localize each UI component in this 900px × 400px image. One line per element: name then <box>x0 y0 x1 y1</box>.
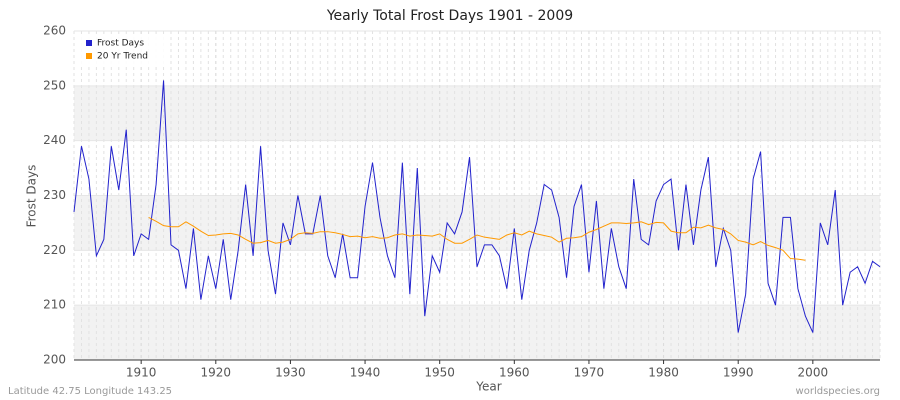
y-tick-label: 240 <box>43 133 66 147</box>
y-tick-label: 250 <box>43 78 66 92</box>
y-tick-label: 210 <box>43 298 66 312</box>
x-tick-label: 1970 <box>574 366 605 380</box>
y-tick-label: 230 <box>43 188 66 202</box>
x-tick-label: 1960 <box>499 366 530 380</box>
x-tick-label: 1940 <box>350 366 381 380</box>
x-tick-label: 1950 <box>424 366 455 380</box>
x-tick-label: 1910 <box>126 366 157 380</box>
y-tick-label: 260 <box>43 24 66 38</box>
x-tick-label: 1980 <box>648 366 679 380</box>
legend-swatch <box>86 40 92 46</box>
y-tick-label: 200 <box>43 353 66 367</box>
chart-title: Yearly Total Frost Days 1901 - 2009 <box>326 8 573 24</box>
y-tick-label: 220 <box>43 243 66 257</box>
grid-band <box>74 85 880 141</box>
legend-label: Frost Days <box>97 39 144 49</box>
footer-right: worldspecies.org <box>796 386 880 397</box>
x-tick-label: 1920 <box>201 366 232 380</box>
x-axis-label: Year <box>475 380 501 394</box>
legend-label: 20 Yr Trend <box>97 52 148 62</box>
legend-swatch <box>86 53 92 59</box>
x-tick-label: 2000 <box>798 366 829 380</box>
legend-box <box>80 35 168 65</box>
series-line <box>73 80 881 333</box>
x-tick-label: 1990 <box>723 366 754 380</box>
y-axis-label: Frost Days <box>25 165 39 228</box>
series-line <box>148 216 806 261</box>
x-tick-label: 1930 <box>275 366 306 380</box>
footer-left: Latitude 42.75 Longitude 143.25 <box>8 386 172 397</box>
